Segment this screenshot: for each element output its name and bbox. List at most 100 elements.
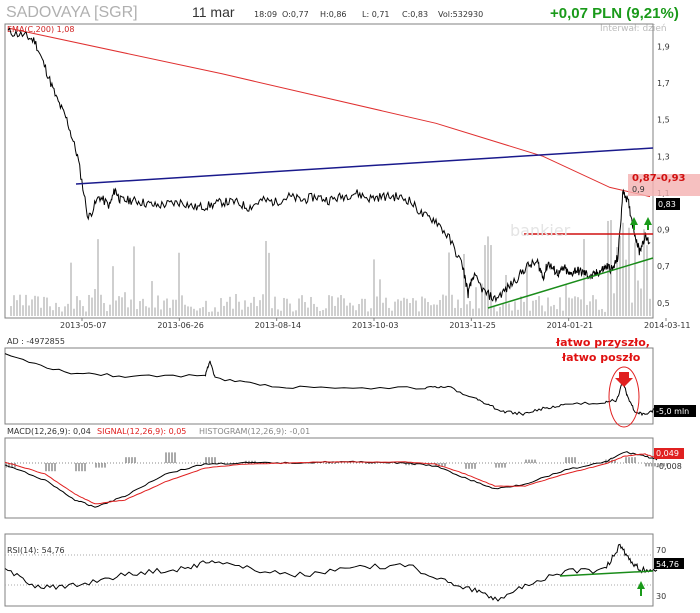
volume-bar — [31, 299, 33, 316]
high-label: H:0,86 — [320, 10, 347, 19]
volume-bar — [454, 307, 456, 316]
volume-bar — [205, 300, 207, 316]
histogram-bar — [95, 463, 97, 468]
macd-value-text: 0,049 — [656, 449, 679, 458]
histogram-bar — [171, 452, 173, 463]
volume-bar — [376, 296, 378, 316]
x-tick-label: 2013-11-25 — [449, 321, 496, 330]
volume-bar — [319, 310, 321, 316]
last-price-badge — [656, 198, 680, 210]
volume-bar — [127, 307, 129, 316]
volume-bar — [427, 301, 429, 316]
macd-line — [4, 451, 658, 508]
volume-bar — [148, 307, 150, 316]
x-tick-label: 2013-05-07 — [60, 321, 107, 330]
volume-bar — [472, 308, 474, 316]
volume-bar — [40, 307, 42, 316]
histogram-bar — [438, 463, 440, 467]
volume-bar — [202, 307, 204, 316]
volume-bar — [199, 308, 201, 316]
signal-line — [4, 453, 658, 505]
y-tick-label: 0,9 — [657, 226, 670, 235]
histogram-bar — [248, 460, 250, 463]
volume-bar — [211, 311, 213, 316]
x-tick-label: 2013-10-03 — [352, 321, 399, 330]
volume-bar — [346, 305, 348, 316]
volume-bar — [142, 298, 144, 316]
volume-bar — [295, 310, 297, 316]
histogram-bar — [663, 463, 665, 467]
histogram-bar — [654, 463, 656, 467]
histogram-bar — [666, 463, 668, 467]
volume-bar — [103, 303, 105, 316]
volume-bar — [367, 311, 369, 316]
ticker-title: SADOVAYA [SGR] — [6, 4, 138, 21]
volume-bar — [415, 300, 417, 316]
volume-bar — [619, 236, 621, 316]
histogram-bar — [465, 463, 467, 469]
volume-bar — [601, 308, 603, 316]
macd-hist-value: -0,008 — [656, 462, 682, 471]
volume-bar — [574, 296, 576, 316]
histogram-bar — [81, 463, 83, 472]
histogram-bar — [568, 457, 570, 463]
histogram-bar — [165, 452, 167, 463]
volume-bar — [370, 308, 372, 316]
histogram-bar — [608, 459, 610, 463]
histogram-bar — [131, 457, 133, 463]
histogram-bar — [51, 463, 53, 472]
volume-bar — [337, 297, 339, 316]
volume-bar — [28, 305, 30, 316]
open-label: O:0,77 — [282, 10, 309, 19]
histogram-bar — [495, 463, 497, 468]
volume-bar — [163, 300, 165, 316]
histogram-bar — [571, 457, 573, 463]
volume-bar — [235, 294, 237, 316]
volume-bar — [457, 299, 459, 316]
signal-label: SIGNAL(12,26,9): 0,05 — [97, 427, 186, 436]
volume-bar — [451, 294, 453, 316]
macd-value-badge — [654, 448, 684, 459]
rsi-value-text: 54,76 — [656, 560, 679, 569]
volume-bar — [184, 304, 186, 316]
volume-bar — [358, 304, 360, 316]
histogram-bar — [468, 463, 470, 469]
volume-bar — [646, 245, 648, 316]
volume-bar — [373, 259, 375, 316]
histogram-bar — [501, 463, 503, 468]
volume-bar — [604, 311, 606, 316]
volume-bar — [643, 229, 645, 316]
volume-bar — [502, 303, 504, 316]
volume-bar — [496, 311, 498, 316]
volume-bar — [322, 309, 324, 316]
support-trendline — [487, 257, 654, 309]
volume-bar — [529, 310, 531, 316]
volume-bar — [85, 311, 87, 316]
histogram-bar — [254, 460, 256, 463]
volume-bar — [361, 298, 363, 316]
volume-bar — [232, 308, 234, 316]
histogram-bar — [101, 463, 103, 468]
histogram-bar — [565, 457, 567, 463]
histogram-bar — [498, 463, 500, 468]
histogram-bar — [98, 463, 100, 468]
volume-bar — [229, 296, 231, 316]
volume-bar — [208, 311, 210, 316]
rsi-series-line — [4, 543, 658, 602]
histogram-bar — [208, 457, 210, 463]
volume-bar — [109, 304, 111, 316]
y-tick-label: 0,5 — [657, 299, 670, 308]
volume-bar — [559, 297, 561, 316]
volume-bar — [112, 266, 114, 316]
price-series-line — [7, 27, 651, 303]
volume-bar — [484, 245, 486, 316]
volume-bar — [598, 309, 600, 316]
volume-bar — [178, 252, 180, 316]
volume-bar — [67, 303, 69, 316]
volume-bar — [262, 294, 264, 316]
volume-bar — [508, 303, 510, 316]
ad-value-badge — [654, 405, 696, 417]
volume-bar — [226, 301, 228, 316]
volume-bar — [325, 308, 327, 316]
histogram-bar — [11, 463, 13, 468]
